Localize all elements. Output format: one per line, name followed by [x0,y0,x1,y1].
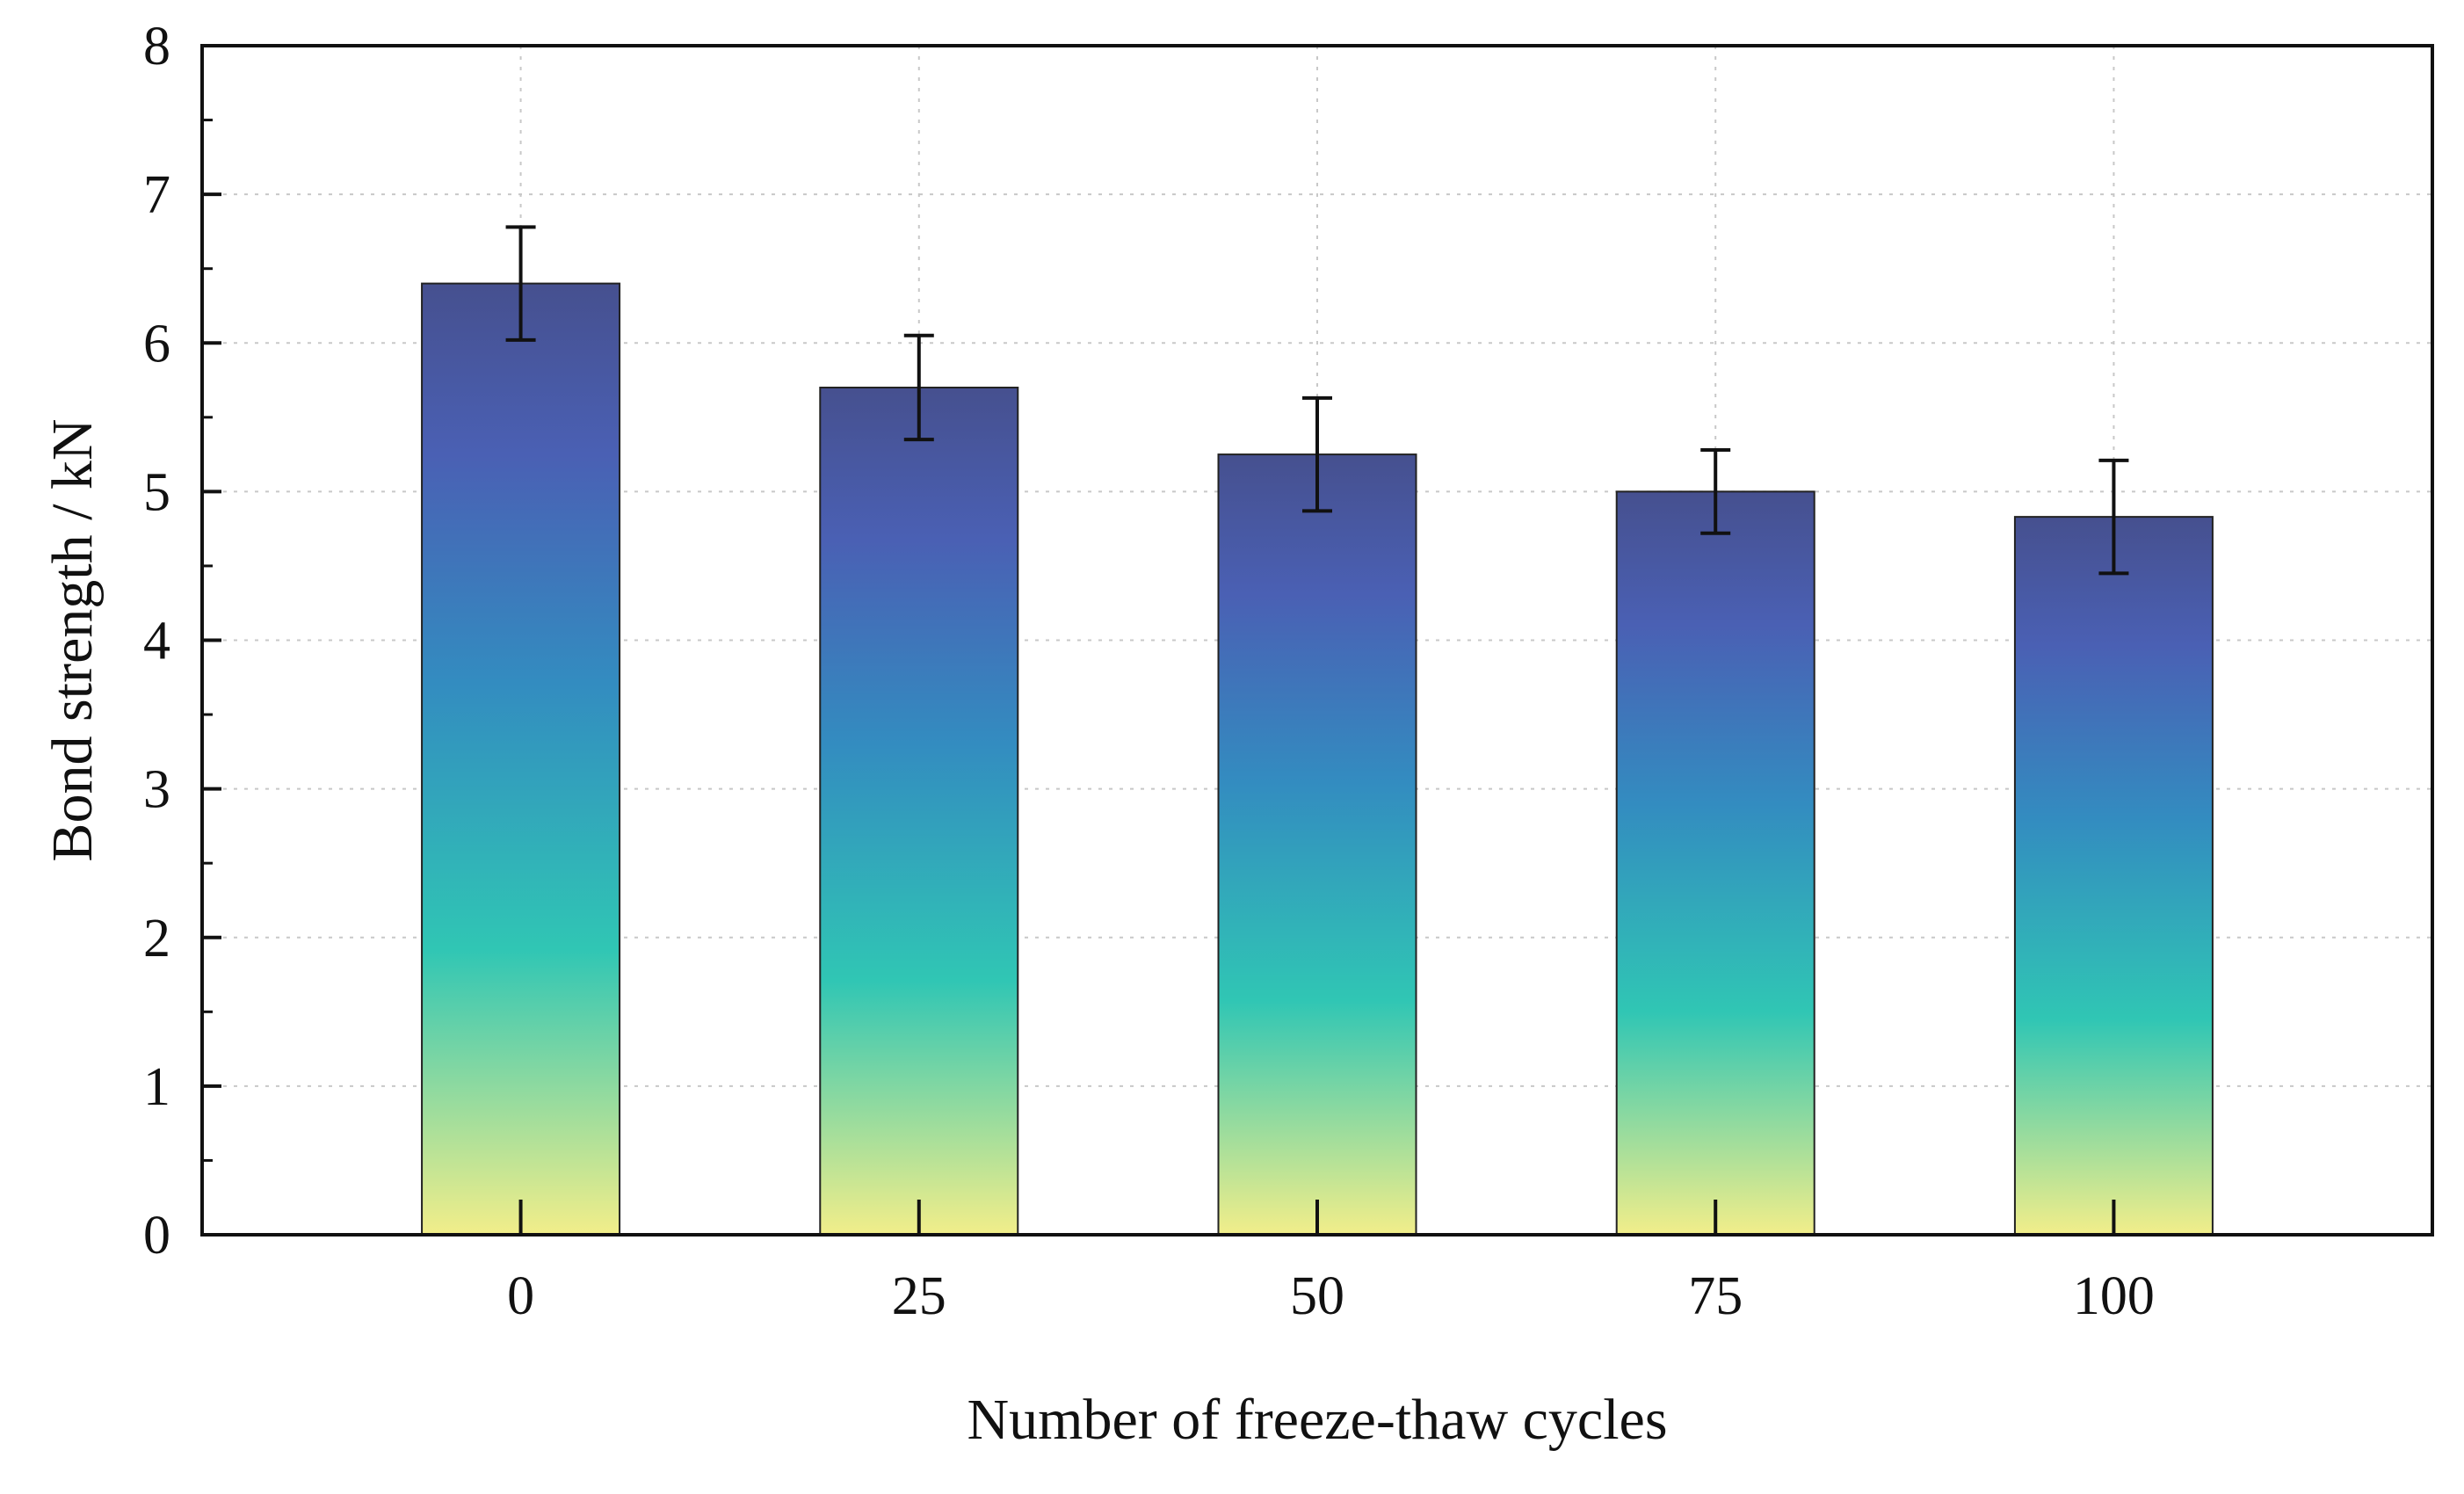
y-axis-ticks: 0 1 2 3 4 5 6 7 8 [143,17,221,1266]
bars [421,282,2214,1237]
x-tick-label: 50 [1290,1266,1344,1326]
y-tick-label: 8 [143,17,170,76]
y-tick-label: 6 [143,314,170,374]
x-axis-ticks: 0 25 50 75 100 [507,1200,2155,1326]
y-tick-label: 7 [143,165,170,225]
x-tick-label: 75 [1688,1266,1743,1326]
x-tick-label: 25 [892,1266,946,1326]
bar [2013,516,2214,1236]
y-tick-label: 3 [143,760,170,820]
y-tick-label: 4 [143,612,170,671]
x-tick-label: 0 [507,1266,534,1326]
x-axis-title: Number of freeze-thaw cycles [967,1388,1667,1452]
y-axis-title: Bond strength / kN [40,418,105,861]
y-tick-label: 0 [143,1206,170,1266]
y-tick-label: 5 [143,462,170,522]
bar [421,282,621,1237]
error-bars [505,225,2129,576]
bar [819,386,1019,1236]
x-tick-label: 100 [2073,1266,2155,1326]
bar [1217,453,1417,1236]
bar [1615,490,1815,1236]
y-tick-label: 2 [143,909,170,968]
y-tick-label: 1 [143,1057,170,1117]
